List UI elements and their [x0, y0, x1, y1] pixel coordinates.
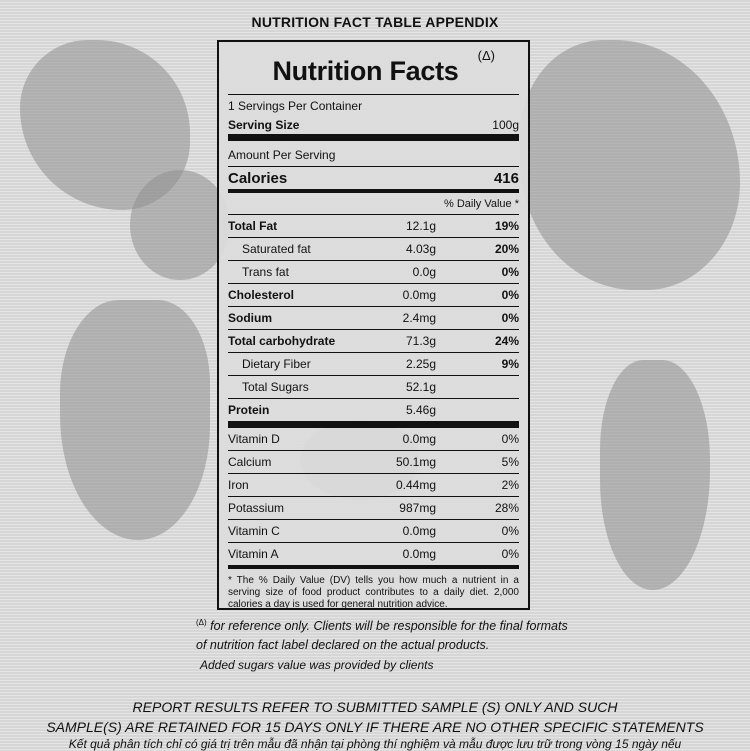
report-line-2: SAMPLE(S) ARE RETAINED FOR 15 DAYS ONLY … — [46, 719, 704, 735]
report-disclaimer: REPORT RESULTS REFER TO SUBMITTED SAMPLE… — [0, 697, 750, 751]
nutrient-amount: 12.1g — [405, 219, 436, 233]
divider-thick — [228, 134, 519, 141]
nutrient-daily-value: 0% — [501, 288, 519, 302]
calories-row: Calories 416 — [228, 167, 519, 189]
nutrient-amount: 4.03g — [405, 242, 436, 256]
vitamin-name: Calcium — [228, 455, 272, 469]
vitamin-daily-value: 0% — [501, 547, 519, 561]
calories-label: Calories — [228, 169, 288, 187]
nutrient-row: Trans fat 0.0g 0% — [228, 260, 519, 283]
serving-size-value: 100g — [492, 117, 519, 132]
nutrient-daily-value: 9% — [501, 357, 519, 371]
divider — [228, 94, 519, 95]
title-mark: (Δ) — [477, 48, 495, 63]
vitamin-list: Vitamin D 0.0mg 0% Calcium 50.1mg 5% Iron 0.44m… — [228, 428, 519, 565]
label-title: Nutrition Facts — [272, 56, 459, 86]
servings-per-container: 1 Servings Per Container — [228, 99, 363, 113]
nutrient-amount: 52.1g — [405, 380, 436, 394]
nutrient-name: Total Sugars — [242, 380, 309, 394]
nutrient-list: Total Fat 12.1g 19% Saturated fat 4.03g 20% Tr… — [228, 215, 519, 421]
vitamin-daily-value: 28% — [494, 501, 519, 515]
vitamin-daily-value: 2% — [501, 478, 519, 492]
nutrient-row: Protein 5.46g — [228, 398, 519, 421]
nutrient-daily-value: 0% — [501, 265, 519, 279]
reference-text: for reference only. Clients will be resp… — [196, 619, 568, 653]
nutrient-name: Sodium — [228, 311, 272, 325]
map-continent — [600, 360, 710, 590]
nutrient-amount: 5.46g — [405, 403, 436, 417]
vitamin-daily-value: 5% — [501, 455, 519, 469]
divider-thick — [228, 421, 519, 428]
nutrient-name: Cholesterol — [228, 288, 295, 302]
nutrient-name: Protein — [228, 403, 270, 417]
title-row: Nutrition Facts (Δ) — [228, 42, 519, 94]
calories-value: 416 — [493, 169, 519, 187]
vitamin-amount: 987mg — [399, 501, 436, 515]
vitamin-daily-value: 0% — [501, 524, 519, 538]
nutrient-row: Dietary Fiber 2.25g 9% — [228, 352, 519, 375]
vitamin-row: Iron 0.44mg 2% — [228, 473, 519, 496]
daily-value-header: % Daily Value * — [444, 197, 519, 210]
nutrient-amount: 2.25g — [405, 357, 436, 371]
report-line-3: Kết quả phân tích chỉ có giá trị trên mẫ… — [68, 737, 682, 751]
serving-size-row: Serving Size 100g — [228, 115, 519, 134]
vitamin-name: Vitamin C — [228, 524, 280, 538]
vitamin-row: Vitamin C 0.0mg 0% — [228, 519, 519, 542]
nutrition-facts-label: Nutrition Facts (Δ) 1 Servings Per Conta… — [217, 40, 530, 610]
nutrient-name: Trans fat — [242, 265, 289, 279]
nutrient-amount: 0.0g — [412, 265, 436, 279]
daily-value-footnote: * The % Daily Value (DV) tells you how m… — [228, 575, 519, 610]
nutrient-name: Saturated fat — [242, 242, 311, 256]
reference-mark: (Δ) — [196, 618, 207, 627]
divider-thick — [228, 189, 519, 193]
nutrient-amount: 2.4mg — [402, 311, 436, 325]
nutrient-daily-value: 0% — [501, 311, 519, 325]
nutrient-name: Total Fat — [228, 219, 278, 233]
vitamin-daily-value: 0% — [501, 432, 519, 446]
vitamin-amount: 50.1mg — [395, 455, 436, 469]
reference-note: (Δ) for reference only. Clients will be … — [196, 613, 576, 655]
vitamin-name: Potassium — [228, 501, 285, 515]
map-continent — [520, 40, 740, 290]
page-header: NUTRITION FACT TABLE APPENDIX — [251, 14, 499, 30]
nutrient-row: Sodium 2.4mg 0% — [228, 306, 519, 329]
nutrient-row: Saturated fat 4.03g 20% — [228, 237, 519, 260]
map-continent — [60, 300, 210, 540]
nutrient-name: Dietary Fiber — [242, 357, 311, 371]
nutrient-row: Cholesterol 0.0mg 0% — [228, 283, 519, 306]
nutrient-amount: 0.0mg — [402, 288, 436, 302]
nutrient-daily-value: 19% — [494, 219, 519, 233]
vitamin-amount: 0.0mg — [402, 524, 436, 538]
divider-thick — [228, 565, 519, 569]
vitamin-name: Iron — [228, 478, 249, 492]
vitamin-amount: 0.0mg — [402, 547, 436, 561]
vitamin-name: Vitamin D — [228, 432, 280, 446]
vitamin-row: Vitamin D 0.0mg 0% — [228, 428, 519, 450]
added-sugars-note: Added sugars value was provided by clien… — [200, 658, 434, 672]
nutrient-row: Total carbohydrate 71.3g 24% — [228, 329, 519, 352]
nutrient-amount: 71.3g — [405, 334, 436, 348]
serving-size-label: Serving Size — [228, 117, 300, 132]
vitamin-name: Vitamin A — [228, 547, 279, 561]
map-continent — [130, 170, 230, 280]
nutrient-row: Total Fat 12.1g 19% — [228, 215, 519, 237]
vitamin-row: Vitamin A 0.0mg 0% — [228, 542, 519, 565]
nutrient-daily-value: 20% — [494, 242, 519, 256]
amount-per-serving: Amount Per Serving — [228, 148, 336, 162]
divider — [228, 166, 519, 167]
vitamin-row: Potassium 987mg 28% — [228, 496, 519, 519]
vitamin-amount: 0.0mg — [402, 432, 436, 446]
vitamin-row: Calcium 50.1mg 5% — [228, 450, 519, 473]
nutrient-daily-value: 24% — [494, 334, 519, 348]
vitamin-amount: 0.44mg — [395, 478, 436, 492]
divider — [228, 214, 519, 215]
nutrient-name: Total carbohydrate — [228, 334, 336, 348]
nutrient-row: Total Sugars 52.1g — [228, 375, 519, 398]
report-line-1: REPORT RESULTS REFER TO SUBMITTED SAMPLE… — [132, 699, 618, 715]
